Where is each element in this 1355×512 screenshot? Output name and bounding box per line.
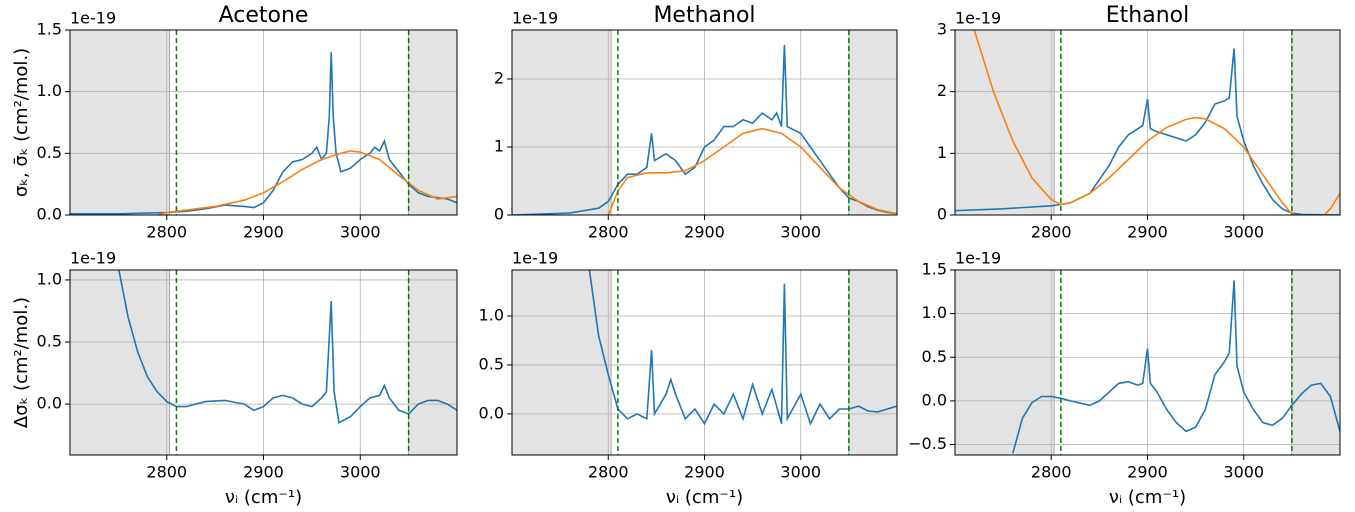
offset-label: 1e-19	[512, 249, 558, 268]
y-tick-label: 3	[937, 20, 947, 39]
shaded-region	[69, 269, 171, 456]
axes-frame	[69, 29, 458, 216]
shaded-region	[848, 29, 898, 216]
axes-frame	[511, 269, 898, 456]
x-tick-label: 2800	[588, 223, 629, 242]
y-tick-label: 0	[494, 205, 504, 224]
y-tick-label: 0.5	[479, 354, 504, 373]
x-tick-label: 3000	[1223, 223, 1264, 242]
line	[156, 150, 457, 215]
y-tick-label: 2	[937, 81, 947, 100]
shaded-region	[954, 269, 1055, 456]
shaded-region	[1291, 29, 1341, 216]
x-tick-label: 2900	[243, 463, 284, 482]
subplot: 2800 2900 3000 0.0 0.5 1.0 1e-19 νᵢ (cm⁻¹)	[479, 249, 898, 508]
axes-frame	[511, 29, 898, 216]
shaded-region	[511, 29, 612, 216]
axes-frame	[954, 29, 1341, 216]
y-axis-label: Δσₖ (cm²/mol.)	[11, 297, 32, 428]
y-tick-label: 1.0	[37, 81, 62, 100]
x-tick-label: 2900	[243, 223, 284, 242]
x-tick-label: 2900	[1127, 223, 1168, 242]
line	[588, 270, 897, 426]
y-tick-label: 0.5	[37, 143, 62, 162]
y-tick-label: 0.5	[37, 332, 62, 351]
subplot: 2800 2900 3000 −0.5 0.0 0.5 1.0 1.5 1e-19 νᵢ (cm⁻…	[908, 249, 1341, 508]
axes-frame	[69, 269, 458, 456]
subplot-title: Methanol	[653, 3, 755, 28]
x-tick-label: 2900	[684, 223, 725, 242]
x-tick-label: 2900	[684, 463, 725, 482]
y-tick-label: 0	[937, 205, 947, 224]
shaded-region	[1291, 269, 1341, 456]
y-tick-label: 1.5	[37, 20, 62, 39]
subplot: 2800 2900 3000 0.0 0.5 1.0 1e-19 Δσₖ (cm²/mol.)…	[11, 249, 458, 508]
y-tick-label: 0.0	[37, 205, 62, 224]
x-tick-label: 2900	[1127, 463, 1168, 482]
subplot: 2800 2900 3000 0 1 2 3 Ethanol 1e-19	[937, 3, 1341, 242]
x-tick-label: 2800	[588, 463, 629, 482]
y-tick-label: 1	[494, 136, 504, 155]
y-tick-label: 2	[494, 68, 504, 87]
x-tick-label: 3000	[340, 223, 381, 242]
y-tick-label: 0.0	[922, 390, 947, 409]
plot-area	[512, 44, 897, 215]
x-tick-label: 3000	[1223, 463, 1264, 482]
shaded-region	[69, 29, 171, 216]
offset-label: 1e-19	[70, 249, 116, 268]
y-tick-label: −0.5	[908, 434, 947, 453]
x-tick-label: 3000	[340, 463, 381, 482]
x-axis-label: νᵢ (cm⁻¹)	[1109, 487, 1186, 508]
line	[118, 270, 457, 424]
y-tick-label: 1.0	[479, 306, 504, 325]
y-tick-label: 1	[937, 143, 947, 162]
x-tick-label: 2800	[1031, 223, 1072, 242]
subplot: 2800 2900 3000 0.0 0.5 1.0 1.5 Acetone 1e-19 σₖ, …	[11, 3, 458, 242]
line	[70, 52, 457, 215]
x-tick-label: 2800	[146, 463, 187, 482]
subplot-title: Ethanol	[1106, 3, 1189, 28]
x-axis-label: νᵢ (cm⁻¹)	[666, 487, 743, 508]
line	[1012, 280, 1340, 454]
shaded-region	[511, 269, 612, 456]
shaded-region	[408, 269, 458, 456]
shaded-region	[408, 29, 458, 216]
line	[955, 48, 1340, 215]
shaded-region	[848, 269, 898, 456]
x-tick-label: 2800	[1031, 463, 1072, 482]
offset-label: 1e-19	[955, 249, 1001, 268]
plot-area	[1012, 280, 1340, 454]
plot-area	[588, 270, 897, 426]
x-axis-label: νᵢ (cm⁻¹)	[225, 487, 302, 508]
y-axis-label: σₖ, σ̄ₖ (cm²/mol.)	[11, 48, 32, 197]
x-tick-label: 3000	[780, 463, 821, 482]
subplot: 2800 2900 3000 0 1 2 Methanol 1e-19	[494, 3, 898, 242]
x-tick-label: 2800	[146, 223, 187, 242]
plot-area	[118, 270, 457, 424]
plot-area	[70, 52, 457, 215]
y-tick-label: 1.0	[37, 269, 62, 288]
line	[607, 127, 897, 215]
x-tick-label: 3000	[780, 223, 821, 242]
offset-label: 1e-19	[512, 9, 558, 28]
y-tick-label: 0.5	[922, 347, 947, 366]
axes-frame	[954, 269, 1341, 456]
y-tick-label: 0.0	[479, 403, 504, 422]
subplot-title: Acetone	[219, 3, 309, 28]
y-tick-label: 0.0	[37, 394, 62, 413]
y-tick-label: 1.5	[922, 260, 947, 279]
y-tick-label: 1.0	[922, 303, 947, 322]
offset-label: 1e-19	[955, 9, 1001, 28]
offset-label: 1e-19	[70, 9, 116, 28]
